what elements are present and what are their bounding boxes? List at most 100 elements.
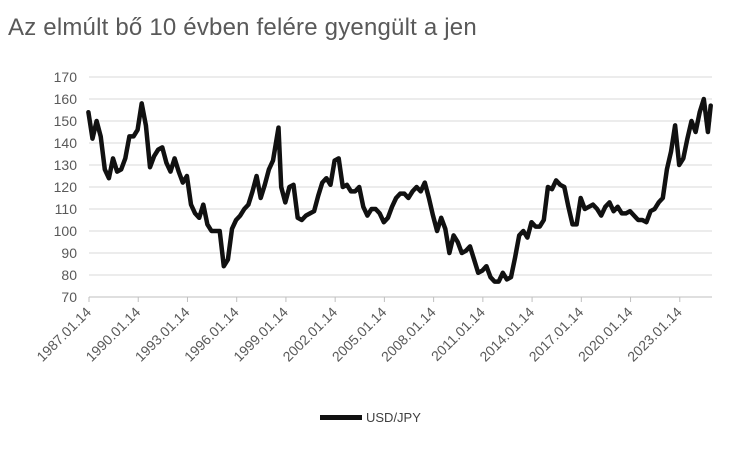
data-point-1992.07 bbox=[177, 170, 181, 174]
data-point-1987.01 bbox=[86, 110, 90, 114]
data-point-2006.04 bbox=[402, 192, 406, 196]
data-point-1990.07 bbox=[144, 123, 148, 127]
data-point-2008.01 bbox=[431, 214, 435, 218]
data-point-2001.04 bbox=[320, 181, 324, 185]
data-point-1999.01 bbox=[283, 200, 287, 204]
legend: USD/JPY bbox=[320, 410, 421, 425]
data-point-1990.10 bbox=[148, 165, 152, 169]
y-tick-label-80: 80 bbox=[61, 267, 77, 283]
data-point-2009.04 bbox=[452, 233, 456, 237]
y-tick-label-170: 170 bbox=[54, 69, 78, 85]
data-point-2014.01 bbox=[529, 220, 534, 224]
data-point-2022.04 bbox=[665, 167, 669, 171]
data-point-2018.04 bbox=[599, 214, 603, 218]
data-point-2019.10 bbox=[624, 211, 628, 215]
data-point-2018.07 bbox=[603, 205, 607, 209]
data-point-1998.01 bbox=[267, 167, 271, 171]
data-point-1991.07 bbox=[160, 145, 164, 149]
data-point-2000.01 bbox=[300, 218, 304, 222]
data-point-2013.10 bbox=[525, 236, 530, 240]
data-point-2011.07 bbox=[488, 275, 493, 279]
data-point-1996.01 bbox=[234, 218, 238, 222]
data-point-2015.10 bbox=[558, 183, 562, 187]
data-point-1997.07 bbox=[259, 196, 263, 200]
data-point-2024.01 bbox=[694, 130, 698, 134]
data-point-1993.01 bbox=[185, 174, 189, 178]
data-point-2001.10 bbox=[328, 183, 333, 187]
data-point-2010.04 bbox=[468, 244, 472, 248]
data-point-2004.07 bbox=[374, 207, 378, 211]
data-point-1988.07 bbox=[111, 156, 115, 160]
data-point-1992.10 bbox=[181, 181, 185, 185]
data-point-2006.01 bbox=[398, 192, 402, 196]
legend-label-usd-jpy: USD/JPY bbox=[366, 410, 421, 425]
series-line-usd-jpy bbox=[86, 96, 713, 284]
data-point-1987.07 bbox=[95, 119, 99, 123]
x-axis-ticks: 1987.01.141990.01.141993.01.141996.01.14… bbox=[33, 304, 685, 365]
data-point-1990.01 bbox=[136, 128, 140, 132]
data-point-2010.10 bbox=[476, 271, 480, 275]
data-point-1997.10 bbox=[263, 183, 267, 187]
data-point-1990.04 bbox=[140, 101, 144, 105]
data-point-2011.10 bbox=[493, 280, 497, 284]
data-point-1993.07 bbox=[193, 211, 197, 215]
data-point-2008.07 bbox=[439, 216, 443, 220]
data-point-1989.04 bbox=[123, 156, 127, 160]
data-point-2021.01 bbox=[644, 220, 649, 224]
data-point-1998.04 bbox=[271, 159, 275, 163]
data-point-2016.10 bbox=[575, 222, 579, 226]
data-point-1998.10 bbox=[279, 185, 283, 189]
data-point-2024.07 bbox=[702, 97, 706, 101]
data-point-2004.10 bbox=[378, 211, 382, 215]
data-point-2008.10 bbox=[443, 227, 447, 231]
data-point-2022.07 bbox=[669, 150, 673, 154]
data-point-2016.01 bbox=[562, 185, 566, 189]
chart-title: Az elmúlt bő 10 évben felére gyengült a … bbox=[8, 14, 477, 41]
data-point-1994.10 bbox=[214, 229, 218, 233]
data-point-2007.07 bbox=[423, 181, 427, 185]
data-point-1994.01 bbox=[201, 203, 205, 207]
data-point-1988.10 bbox=[115, 170, 119, 174]
data-point-2013.07 bbox=[521, 229, 525, 233]
data-point-2017.04 bbox=[583, 207, 587, 211]
data-point-1995.01 bbox=[218, 229, 222, 233]
data-point-2014.04 bbox=[534, 225, 538, 229]
y-axis-ticks: 70 80 90 100 110 120 130 140 150 160 170 bbox=[54, 69, 78, 305]
data-point-1992.01 bbox=[168, 170, 173, 174]
data-point-2017.07 bbox=[587, 205, 591, 209]
gridlines bbox=[89, 76, 712, 298]
data-point-1999.10 bbox=[296, 216, 300, 220]
data-point-2021.07 bbox=[653, 207, 657, 211]
data-point-2002.07 bbox=[341, 185, 345, 189]
data-point-1994.07 bbox=[209, 229, 214, 233]
data-point-2013.01 bbox=[513, 255, 517, 259]
y-tick-label-130: 130 bbox=[54, 157, 78, 173]
data-point-2020.10 bbox=[640, 218, 644, 222]
data-point-2024.12 bbox=[709, 104, 713, 108]
data-point-2011.01 bbox=[480, 269, 484, 273]
data-point-2012.07 bbox=[505, 277, 509, 281]
data-point-2021.10 bbox=[657, 200, 661, 204]
data-point-2018.10 bbox=[607, 200, 612, 204]
data-point-2005.07 bbox=[390, 205, 394, 209]
data-point-2007.10 bbox=[427, 196, 431, 200]
data-point-2023.10 bbox=[689, 119, 694, 123]
data-point-2019.07 bbox=[620, 211, 624, 215]
data-point-2002.10 bbox=[345, 183, 349, 187]
y-tick-label-110: 110 bbox=[55, 201, 78, 217]
data-point-2002.04 bbox=[337, 156, 341, 160]
data-point-2001.01 bbox=[316, 194, 320, 198]
data-point-2006.10 bbox=[410, 189, 415, 193]
data-point-2005.10 bbox=[394, 196, 398, 200]
data-point-2014.10 bbox=[542, 218, 546, 222]
data-point-1993.04 bbox=[189, 203, 193, 207]
data-point-2007.04 bbox=[419, 189, 423, 193]
data-point-2009.01 bbox=[447, 251, 451, 255]
data-point-2010.07 bbox=[472, 258, 476, 262]
y-tick-label-120: 120 bbox=[54, 179, 78, 195]
data-point-2002.01 bbox=[333, 159, 337, 163]
data-point-2006.07 bbox=[406, 196, 410, 200]
data-point-2000.04 bbox=[304, 214, 308, 218]
y-tick-label-150: 150 bbox=[54, 113, 78, 129]
